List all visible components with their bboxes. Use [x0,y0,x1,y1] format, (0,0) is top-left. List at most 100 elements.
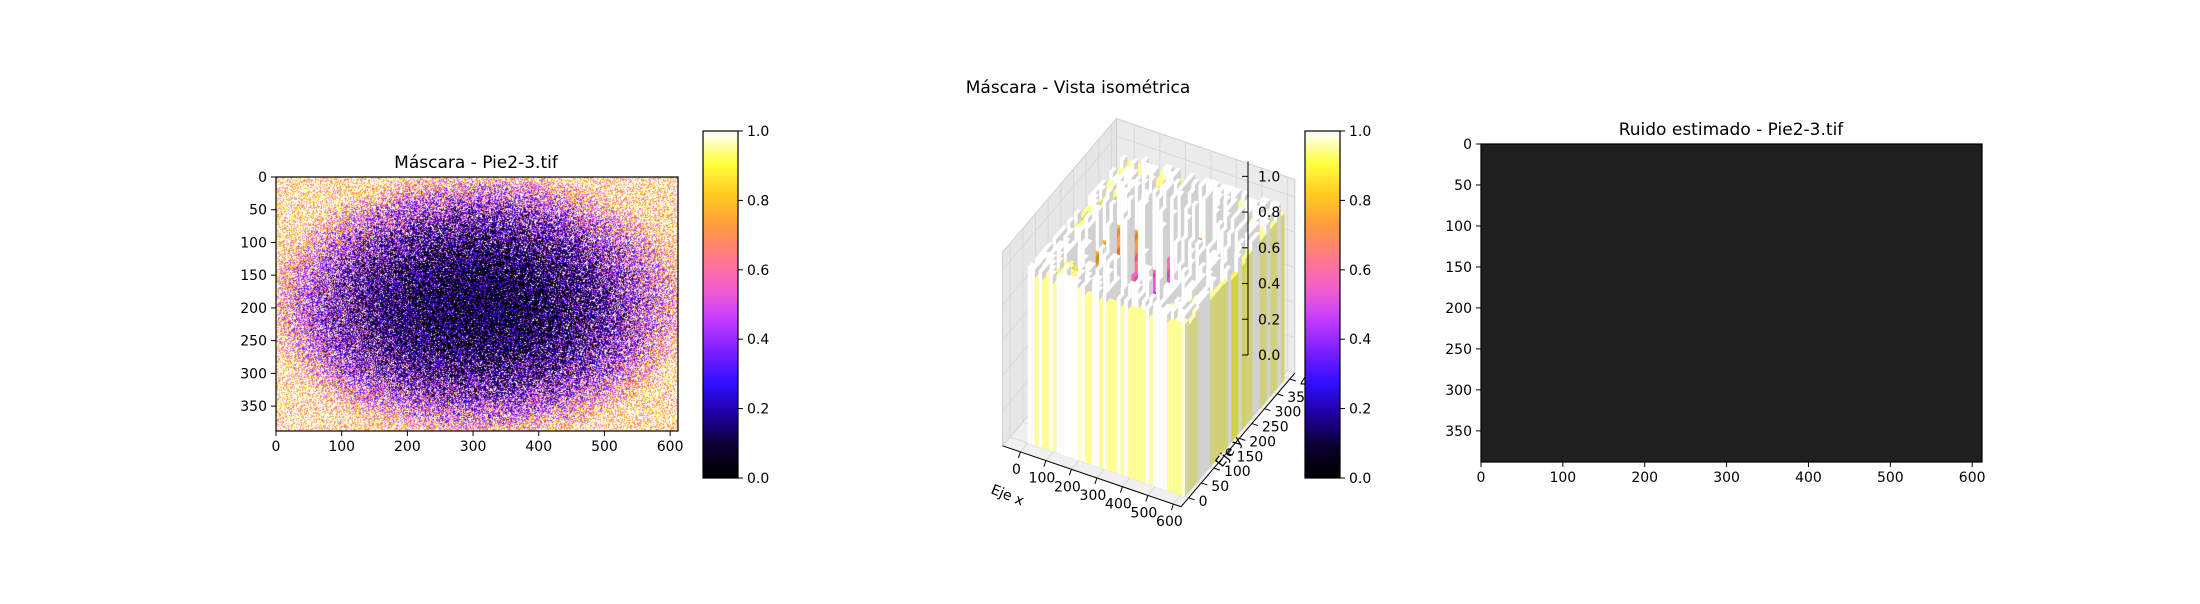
surface3d-bar-top [1159,205,1167,212]
surface3d-ytick-mark [1213,467,1221,471]
surface3d-bar-top [1177,184,1185,191]
surface3d-ytick-label: 200 [1249,434,1276,450]
surface-colorbar: 0.0 0.2 0.4 0.6 0.8 1.0 [1304,124,1371,487]
surface3d-ztick-label: 0.2 [1258,312,1280,328]
surface3d-xtick-label: 300 [1080,488,1107,504]
surface3d-bar-top [1180,234,1189,241]
surface3d-bar [1152,309,1157,488]
surface3d-ytick-mark [1289,378,1297,382]
surface3d-bar [1081,285,1086,463]
surface3d-bar [1027,266,1032,445]
surface3d-bar-side [1216,287,1221,460]
surface3d-bar-side [1280,212,1285,385]
surface3d-ytick-label: 0 [1199,494,1208,510]
surface3d-bar [1102,292,1107,471]
surface3d-bar [1063,278,1068,457]
surface3d-bar-top [1141,178,1149,184]
surface3d-bar-top [1234,225,1242,232]
mask-xtick-label: 200 [394,439,421,455]
surface3d-bar-side [1202,295,1207,477]
surface3d-bar-top [1234,252,1243,259]
surface3d-bar-top [1187,188,1196,195]
surface3d-bar-top [1123,188,1132,194]
noise-xtick-label: 600 [1959,470,1986,486]
surface3d-xlabel: Eje x [989,482,1027,510]
mask-ytick-label: 200 [240,301,267,317]
surface3d-ztick-label: 0.4 [1258,277,1280,293]
surface3d-bar [1166,323,1172,492]
mask-ytick-label: 300 [240,366,267,382]
surface3d-bar [1109,303,1114,473]
surface3d-bar-top [1255,206,1264,212]
surface3d-bar-top [1127,194,1135,201]
surface3d-bar-top [1152,187,1160,193]
surface3d-bar-top [1241,190,1249,197]
surface3d-bar-top [1170,209,1178,215]
surface3d-panel: 0100200300400500600050100150200250300350… [989,117,1327,530]
noise-ytick-label: 150 [1445,260,1472,276]
mask-heatmap-image [276,177,678,431]
surface3d-bar [1059,277,1064,456]
noise-ytick-label: 250 [1445,342,1472,358]
surface3d-bar-top [1159,221,1168,228]
surface3d-bar-side [1188,320,1193,493]
surface3d-bar-top [1223,243,1232,250]
surface3d-bar [1145,306,1150,485]
mask-ytick-label: 100 [240,235,267,251]
mask-colorbar-tick-label: 0.8 [747,193,769,209]
surface3d-bar-side [1227,265,1232,448]
mask-colorbar-frame [702,130,739,479]
noise-ytick-label: 50 [1454,178,1472,194]
mask-heatmap-panel: Máscara - Pie2-3.tif 0 100 200 300 400 500 600… [240,153,683,455]
surface3d-bar [1088,296,1093,466]
noise-xtick-label: 0 [1477,470,1486,486]
surface3d-bar-top [1169,193,1178,199]
surface3d-bar-top [1098,184,1107,191]
surface3d-bar-top [1123,214,1132,221]
noise-ytick-label: 100 [1445,219,1472,235]
surface3d-bar-side [1209,295,1214,469]
surface3d-ytick-mark [1277,393,1284,397]
mask-xtick-label: 300 [460,439,487,455]
surface3d-bar-top [1187,236,1196,243]
surface3d-bar [1113,304,1118,474]
surface3d-bar-top [1191,178,1199,185]
surface3d-bar [1070,281,1075,460]
surface3d-bar-side [1195,307,1200,485]
surface3d-bar-top [1148,169,1157,176]
noise-ytick-label: 350 [1445,424,1472,440]
surface3d-bar-top [1212,180,1221,187]
surface3d-bar-top [1095,205,1103,211]
surface3d-bar-top [1184,203,1192,210]
surface3d-bar-side [1198,299,1204,481]
surface3d-bar-side [1184,319,1189,498]
surface3d-bar-top [1241,253,1250,260]
mask-xtick-label: 100 [328,439,355,455]
surface-colorbar-gradient [1305,131,1340,478]
noise-ytick-label: 0 [1463,137,1472,153]
surface3d-bar-side [1237,253,1243,435]
surface3d-xtick-mark [1145,495,1149,502]
surface3d-bar-top [1223,189,1231,196]
surface3d-bar-top [1216,192,1224,199]
surface3d-bar [1124,299,1129,478]
surface3d-bar-top [1119,154,1128,161]
surface3d-bar-side [1234,272,1239,439]
surface3d-bar-top [1177,190,1185,196]
surface3d-bar [1181,322,1186,497]
surface3d-bar-top [1262,214,1271,220]
mask-xtick-label: 400 [525,439,552,455]
surface3d-xtick-mark [1017,451,1021,459]
surface3d-bar-side [1248,249,1253,423]
surface3d-xtick-label: 600 [1156,514,1183,530]
surface3d-bar-top [1120,208,1128,215]
mask-xtick-label: 600 [657,439,684,455]
surface3d-xtick-label: 500 [1131,505,1158,521]
mask-ytick-label: 50 [249,203,267,219]
surface3d-xtick-label: 400 [1105,497,1132,513]
surface3d-bar [1106,302,1111,472]
surface3d-bar [1174,325,1179,495]
surface3d-ytick-mark [1201,482,1208,486]
surface3d-bar-top [1230,213,1239,220]
figure-suptitle: Máscara - Vista isométrica [966,78,1191,98]
